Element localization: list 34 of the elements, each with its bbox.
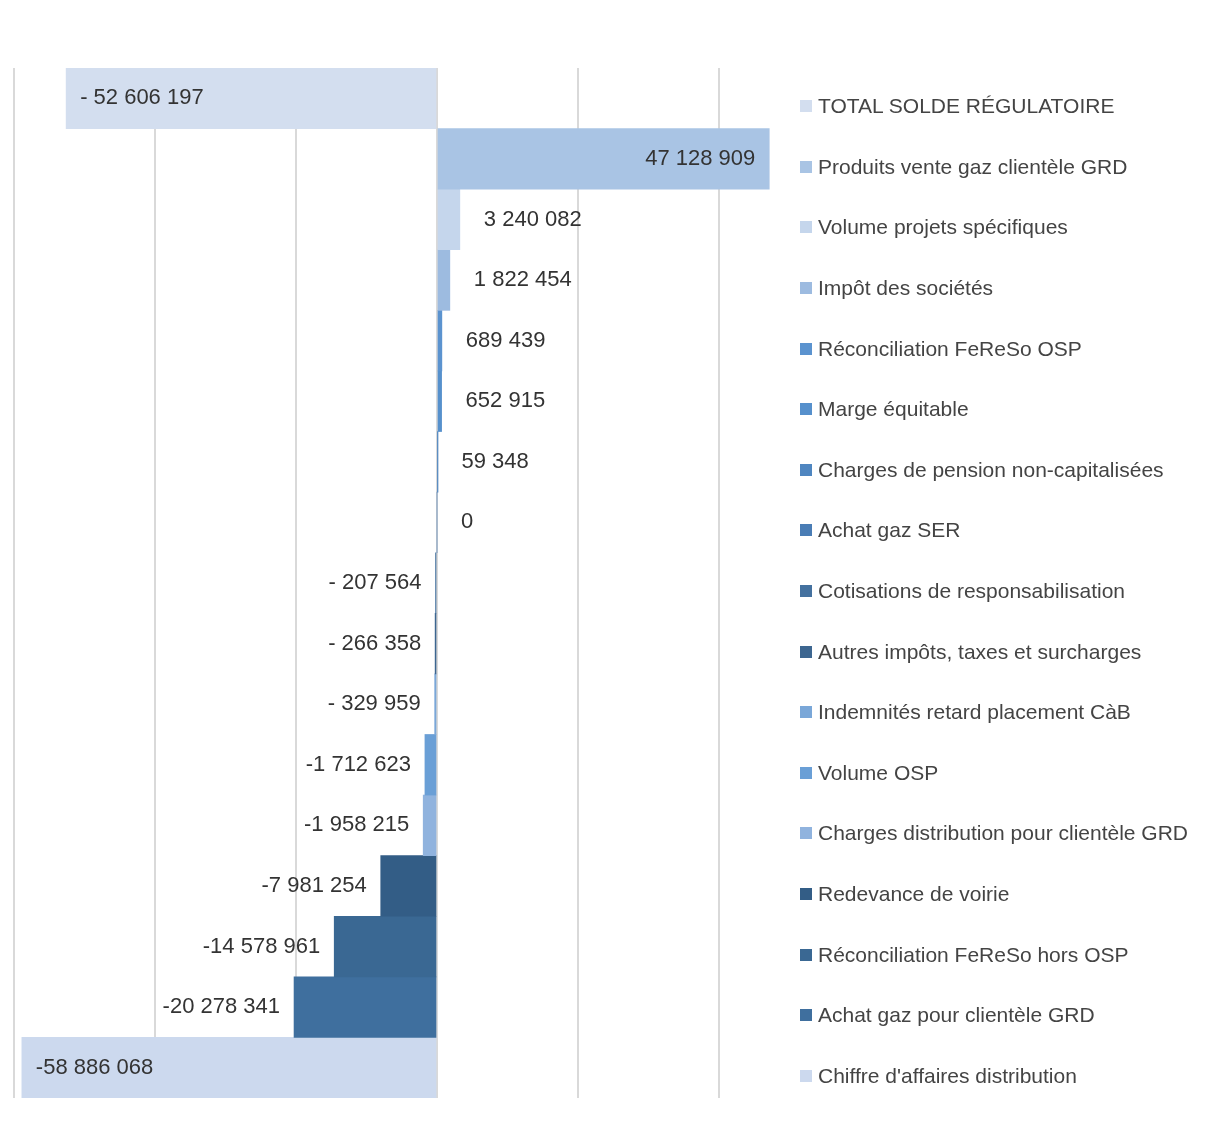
legend-label: Réconciliation FeReSo hors OSP [818, 942, 1129, 967]
data-label: -58 886 068 [35, 1053, 154, 1079]
legend-label: Impôt des sociétés [818, 276, 994, 301]
legend-label: Indemnités retard placement CàB [818, 700, 1131, 725]
data-label: 652 915 [465, 387, 546, 413]
data-label: 1 822 454 [473, 266, 572, 292]
data-label: -14 578 961 [202, 932, 321, 958]
data-label: - 52 606 197 [80, 84, 204, 110]
legend-label: Produits vente gaz clientèle GRD [818, 154, 1128, 179]
legend-label: Réconciliation FeReSo OSP [818, 336, 1082, 361]
data-label: - 207 564 [328, 569, 422, 595]
legend-label: Charges de pension non-capitalisées [818, 457, 1164, 482]
legend-label: Volume projets spécifiques [818, 215, 1068, 240]
legend-label: Marge équitable [818, 397, 969, 422]
data-label: 0 [461, 508, 474, 534]
legend-label: Volume OSP [818, 760, 939, 785]
data-label: - 266 358 [328, 629, 422, 655]
data-label: -20 278 341 [162, 993, 281, 1019]
legend-label: Cotisations de responsabilisation [818, 578, 1126, 603]
data-label: 689 439 [465, 326, 546, 352]
legend-label: Charges distribution pour clientèle GRD [818, 821, 1189, 846]
legend-label: TOTAL SOLDE RÉGULATOIRE [818, 94, 1115, 119]
data-label: - 329 959 [327, 690, 421, 716]
legend-label: Autres impôts, taxes et surcharges [818, 639, 1142, 664]
legend-label: Achat gaz SER [818, 518, 961, 543]
legend-label: Achat gaz pour clientèle GRD [818, 1003, 1095, 1028]
legend-label: Chiffre d'affaires distribution [818, 1063, 1077, 1088]
data-label: -1 712 623 [305, 750, 411, 776]
data-label: 47 128 909 [645, 144, 756, 170]
data-label: 3 240 082 [483, 205, 582, 231]
legend-label: Redevance de voirie [818, 881, 1010, 906]
data-label: -1 958 215 [303, 811, 410, 837]
data-label: 59 348 [461, 447, 529, 473]
data-label: -7 981 254 [261, 872, 367, 897]
